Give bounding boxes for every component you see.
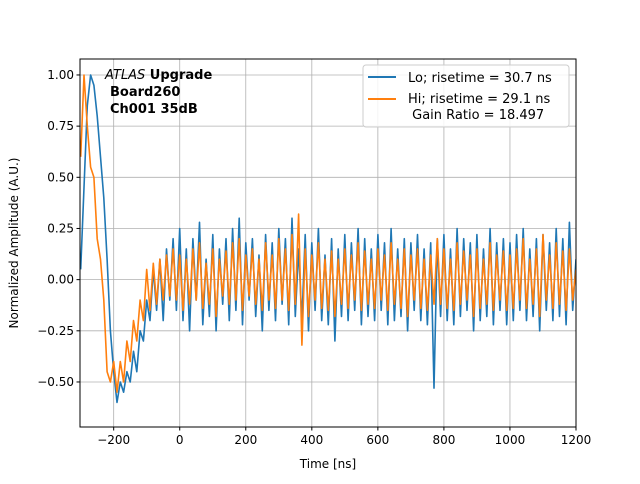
y-tick-label: 0.75 <box>47 119 74 133</box>
y-tick-label: 0.00 <box>47 273 74 287</box>
x-tick-label: 800 <box>432 433 455 447</box>
legend: Lo; risetime = 30.7 ns Hi; risetime = 29… <box>362 64 570 128</box>
svg-text:ATLAS Upgrade: ATLAS Upgrade <box>104 68 212 83</box>
x-tick-label: 200 <box>234 433 257 447</box>
y-tick-label: 0.25 <box>47 221 74 235</box>
atlas-annotation: ATLAS Upgrade Board260 Ch001 35dB <box>104 68 212 117</box>
legend-label-hi: Hi; risetime = 29.1 ns <box>408 92 550 107</box>
x-tick-label: −200 <box>97 433 130 447</box>
axes-frame <box>79 58 577 428</box>
y-tick-label: 0.50 <box>47 170 74 184</box>
y-tick-label: 1.00 <box>47 68 74 82</box>
x-tick-label: 1000 <box>495 433 526 447</box>
x-tick-label: 1200 <box>561 433 592 447</box>
y-axis-label: Normalized Amplitude (A.U.) <box>7 158 21 329</box>
x-tick-label: 400 <box>300 433 323 447</box>
x-tick-label: 600 <box>366 433 389 447</box>
legend-gain-ratio: Gain Ratio = 18.497 <box>408 108 544 123</box>
y-tick-label: −0.50 <box>37 375 74 389</box>
annotation-board: Board260 <box>110 85 180 100</box>
ticks: −200 0 200 400 600 800 1000 1200 −0.50 −0.25 0.00 0… <box>37 68 591 447</box>
x-tick-label: 0 <box>176 433 184 447</box>
annotation-italic: ATLAS <box>104 68 145 83</box>
series-layer <box>80 74 576 404</box>
series-line-hi <box>80 74 576 394</box>
legend-box <box>362 64 570 128</box>
legend-label-lo: Lo; risetime = 30.7 ns <box>408 71 552 86</box>
series-line-lo <box>80 74 576 404</box>
x-axis-label: Time [ns] <box>299 457 356 471</box>
annotation-bold: Upgrade <box>145 68 212 83</box>
y-tick-label: −0.25 <box>37 324 74 338</box>
annotation-channel: Ch001 35dB <box>110 102 198 117</box>
